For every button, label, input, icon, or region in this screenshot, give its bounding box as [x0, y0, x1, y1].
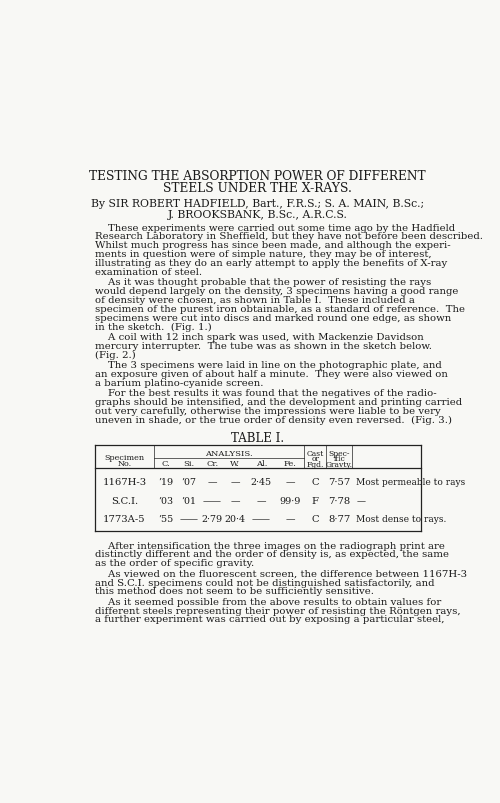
Text: 1167H-3: 1167H-3	[102, 478, 146, 487]
Text: Fgd.: Fgd.	[306, 460, 324, 468]
Text: mercury interrupter.  The tube was as shown in the sketch below.: mercury interrupter. The tube was as sho…	[95, 341, 432, 350]
Text: in the sketch.  (Fig. 1.): in the sketch. (Fig. 1.)	[95, 322, 212, 331]
Text: Research Laboratory in Sheffield, but they have not before been described.: Research Laboratory in Sheffield, but th…	[95, 232, 483, 241]
Text: of density were chosen, as shown in Table I.  These included a: of density were chosen, as shown in Tabl…	[95, 296, 415, 304]
Text: As viewed on the fluorescent screen, the difference between 1167H-3: As viewed on the fluorescent screen, the…	[95, 569, 467, 578]
Text: 2·45: 2·45	[250, 478, 272, 487]
Text: ——: ——	[252, 515, 271, 524]
Text: out very carefully, otherwise the impressions were liable to be very: out very carefully, otherwise the impres…	[95, 406, 441, 415]
Text: illustrating as they do an early attempt to apply the benefits of X-ray: illustrating as they do an early attempt…	[95, 259, 448, 267]
Text: 8·77: 8·77	[328, 515, 350, 524]
Text: ’01: ’01	[182, 496, 196, 505]
Text: 99·9: 99·9	[280, 496, 300, 505]
Text: As it was thought probable that the power of resisting the rays: As it was thought probable that the powe…	[95, 278, 432, 287]
Text: These experiments were carried out some time ago by the Hadfield: These experiments were carried out some …	[95, 223, 455, 232]
Text: Cast: Cast	[306, 450, 324, 458]
Text: different steels representing their power of resisting the Röntgen rays,: different steels representing their powe…	[95, 605, 461, 615]
Text: STEELS UNDER THE X-RAYS.: STEELS UNDER THE X-RAYS.	[164, 181, 352, 194]
Text: ’03: ’03	[158, 496, 173, 505]
Text: For the best results it was found that the negatives of the radio-: For the best results it was found that t…	[95, 389, 436, 397]
Text: ’07: ’07	[182, 478, 196, 487]
Text: specimen of the purest iron obtainable, as a standard of reference.  The: specimen of the purest iron obtainable, …	[95, 304, 465, 313]
Text: —: —	[230, 478, 240, 487]
Text: uneven in shade, or the true order of density even reversed.  (Fig. 3.): uneven in shade, or the true order of de…	[95, 415, 452, 424]
Text: Fe.: Fe.	[284, 459, 296, 467]
Text: Al.: Al.	[256, 459, 267, 467]
Text: As it seemed possible from the above results to obtain values for: As it seemed possible from the above res…	[95, 597, 442, 606]
Text: C: C	[312, 478, 319, 487]
Text: —: —	[356, 496, 365, 505]
Text: 7·78: 7·78	[328, 496, 350, 505]
Text: Si.: Si.	[184, 459, 194, 467]
Text: 2·79: 2·79	[202, 515, 222, 524]
Text: 7·57: 7·57	[328, 478, 350, 487]
Text: ments in question were of simple nature, they may be of interest,: ments in question were of simple nature,…	[95, 250, 432, 259]
Text: W.: W.	[230, 459, 240, 467]
Text: Spec-: Spec-	[328, 450, 350, 458]
Text: The 3 specimens were laid in line on the photographic plate, and: The 3 specimens were laid in line on the…	[95, 361, 442, 369]
Text: —: —	[256, 496, 266, 505]
Text: —: —	[285, 515, 294, 524]
Text: specimens were cut into discs and marked round one edge, as shown: specimens were cut into discs and marked…	[95, 313, 452, 322]
Text: ——: ——	[180, 515, 199, 524]
Text: —: —	[230, 496, 240, 505]
Text: and S.C.I. specimens could not be distinguished satisfactorily, and: and S.C.I. specimens could not be distin…	[95, 578, 434, 587]
Text: After intensification the three images on the radiograph print are: After intensification the three images o…	[95, 541, 445, 550]
Text: Cr.: Cr.	[206, 459, 218, 467]
Text: S.C.I.: S.C.I.	[111, 496, 138, 505]
Text: Most dense to rays.: Most dense to rays.	[356, 515, 446, 524]
Text: TESTING THE ABSORPTION POWER OF DIFFERENT: TESTING THE ABSORPTION POWER OF DIFFEREN…	[90, 169, 426, 182]
Text: would depend largely on the density, 3 specimens having a good range: would depend largely on the density, 3 s…	[95, 287, 459, 296]
Text: ific: ific	[334, 454, 345, 463]
Text: as the order of specific gravity.: as the order of specific gravity.	[95, 559, 254, 568]
Text: Gravty.: Gravty.	[326, 460, 352, 468]
Text: J. BROOKSBANK, B.Sc., A.R.C.S.: J. BROOKSBANK, B.Sc., A.R.C.S.	[168, 210, 348, 219]
Text: ’55: ’55	[158, 515, 173, 524]
Text: 1773A-5: 1773A-5	[103, 515, 146, 524]
Text: Specimen: Specimen	[104, 453, 144, 461]
Text: (Fig. 2.): (Fig. 2.)	[95, 350, 136, 359]
Text: a further experiment was carried out by exposing a particular steel,: a further experiment was carried out by …	[95, 614, 445, 624]
Text: ——: ——	[202, 496, 222, 505]
Text: No.: No.	[118, 459, 132, 467]
Text: 20·4: 20·4	[225, 515, 246, 524]
Text: TABLE I.: TABLE I.	[231, 432, 284, 445]
Text: —: —	[208, 478, 217, 487]
Text: examination of steel.: examination of steel.	[95, 267, 202, 276]
Text: C.: C.	[161, 459, 170, 467]
Text: graphs should be intensified, and the development and printing carried: graphs should be intensified, and the de…	[95, 397, 462, 406]
Text: A coil with 12 inch spark was used, with Mackenzie Davidson: A coil with 12 inch spark was used, with…	[95, 332, 424, 341]
Text: —: —	[285, 478, 294, 487]
Text: or: or	[311, 454, 319, 463]
Text: Whilst much progress has since been made, and although the experi-: Whilst much progress has since been made…	[95, 241, 451, 250]
Text: F: F	[312, 496, 318, 505]
Text: distinctly different and the order of density is, as expected, the same: distinctly different and the order of de…	[95, 550, 449, 559]
Text: C: C	[312, 515, 319, 524]
Text: ANALYSIS.: ANALYSIS.	[206, 450, 253, 458]
Text: By SIR ROBERT HADFIELD, Bart., F.R.S.; S. A. MAIN, B.Sc.;: By SIR ROBERT HADFIELD, Bart., F.R.S.; S…	[91, 198, 424, 209]
Text: a barium platino-cyanide screen.: a barium platino-cyanide screen.	[95, 378, 264, 387]
Text: an exposure given of about half a minute.  They were also viewed on: an exposure given of about half a minute…	[95, 369, 448, 378]
Text: ’19: ’19	[158, 478, 173, 487]
Text: this method does not seem to be sufficiently sensitive.: this method does not seem to be sufficie…	[95, 587, 374, 596]
Text: Most permeable to rays: Most permeable to rays	[356, 478, 466, 487]
